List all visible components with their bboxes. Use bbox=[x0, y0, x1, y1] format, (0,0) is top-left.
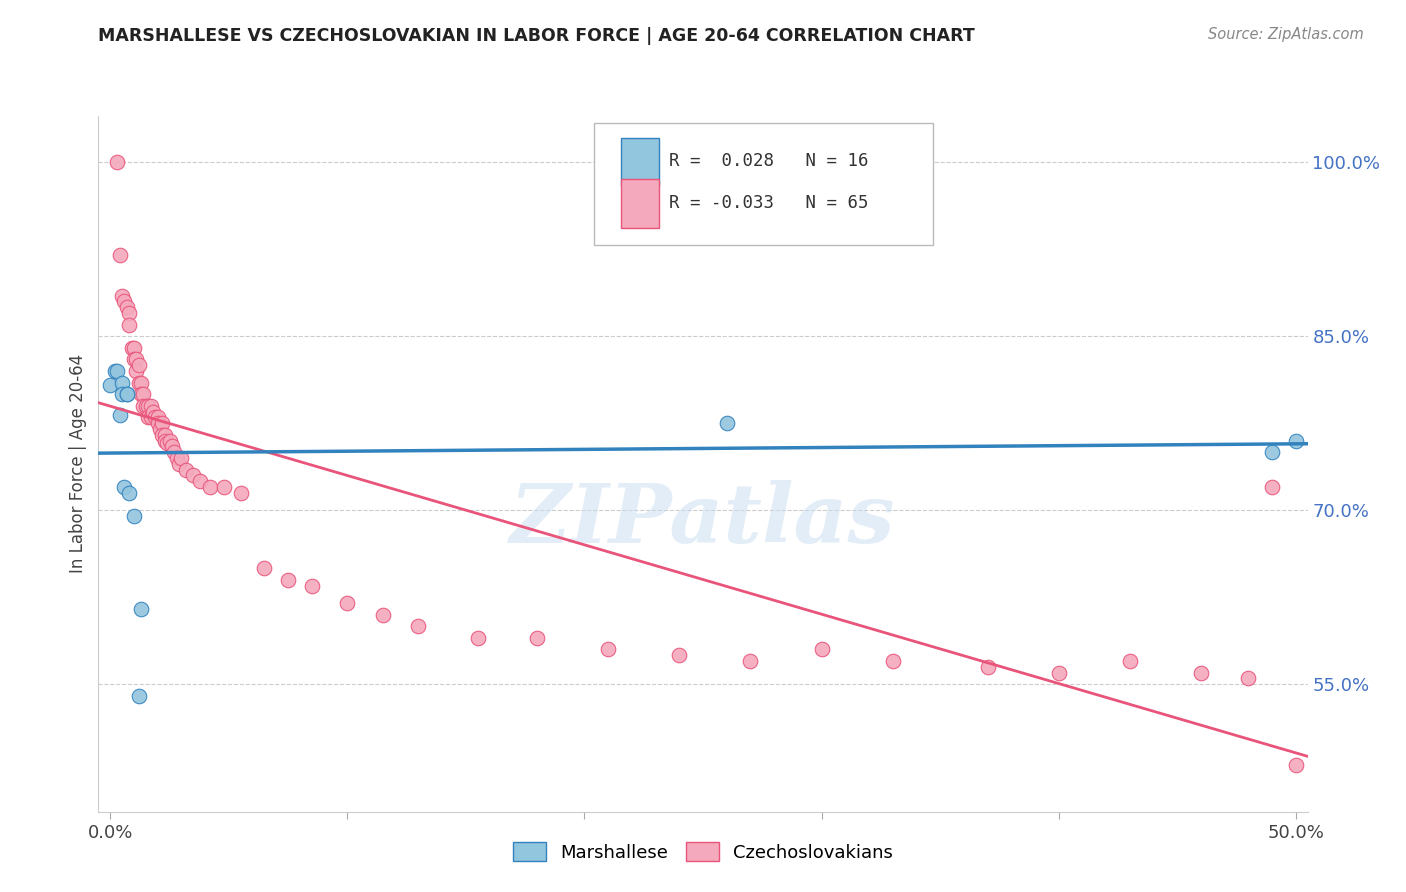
Point bbox=[190, 475, 212, 489]
Text: ZIPatlas: ZIPatlas bbox=[510, 480, 896, 559]
Point bbox=[153, 434, 176, 448]
Point bbox=[143, 410, 166, 425]
Point bbox=[170, 451, 193, 466]
Point bbox=[301, 578, 323, 592]
Point bbox=[1189, 665, 1212, 680]
Point bbox=[115, 387, 138, 401]
Point bbox=[1285, 758, 1308, 772]
FancyBboxPatch shape bbox=[595, 123, 932, 244]
Text: R = -0.033   N = 65: R = -0.033 N = 65 bbox=[669, 194, 869, 212]
Point bbox=[139, 410, 162, 425]
Point bbox=[125, 352, 148, 367]
Point bbox=[128, 689, 150, 703]
Point bbox=[136, 399, 159, 413]
Point bbox=[181, 468, 204, 483]
Point bbox=[810, 642, 832, 657]
Point bbox=[408, 619, 430, 633]
Point bbox=[105, 155, 128, 169]
Point bbox=[146, 416, 169, 431]
Point bbox=[371, 607, 394, 622]
Point bbox=[111, 387, 134, 401]
Point bbox=[129, 376, 152, 390]
Point bbox=[132, 387, 155, 401]
Point bbox=[122, 508, 145, 523]
Point bbox=[98, 378, 121, 392]
Point bbox=[118, 318, 141, 332]
Point bbox=[526, 631, 548, 645]
Text: MARSHALLESE VS CZECHOSLOVAKIAN IN LABOR FORCE | AGE 20-64 CORRELATION CHART: MARSHALLESE VS CZECHOSLOVAKIAN IN LABOR … bbox=[98, 27, 976, 45]
Point bbox=[122, 352, 145, 367]
Point bbox=[114, 294, 136, 309]
Point bbox=[108, 248, 131, 262]
Point bbox=[1261, 480, 1284, 494]
FancyBboxPatch shape bbox=[621, 137, 659, 186]
Point bbox=[163, 445, 186, 459]
Point bbox=[1047, 665, 1070, 680]
Point bbox=[122, 341, 145, 355]
Point bbox=[882, 654, 904, 668]
Point bbox=[174, 462, 197, 476]
Point bbox=[467, 631, 489, 645]
Point bbox=[128, 359, 150, 373]
Point bbox=[156, 436, 179, 450]
Point bbox=[160, 440, 183, 454]
Point bbox=[152, 416, 174, 431]
Legend: Marshallese, Czechoslovakians: Marshallese, Czechoslovakians bbox=[506, 835, 900, 869]
Point bbox=[198, 480, 221, 494]
Point bbox=[149, 422, 172, 436]
Point bbox=[740, 654, 762, 668]
Point bbox=[598, 642, 620, 657]
Point bbox=[128, 376, 150, 390]
Point bbox=[212, 480, 235, 494]
Point bbox=[118, 306, 141, 320]
Text: R =  0.028   N = 16: R = 0.028 N = 16 bbox=[669, 153, 869, 170]
Y-axis label: In Labor Force | Age 20-64: In Labor Force | Age 20-64 bbox=[69, 354, 87, 574]
Point bbox=[716, 416, 738, 431]
Point bbox=[114, 480, 136, 494]
FancyBboxPatch shape bbox=[621, 179, 659, 228]
Point bbox=[976, 660, 998, 674]
Text: Source: ZipAtlas.com: Source: ZipAtlas.com bbox=[1208, 27, 1364, 42]
Point bbox=[1261, 445, 1284, 459]
Point bbox=[139, 399, 162, 413]
Point bbox=[105, 364, 128, 378]
Point bbox=[253, 561, 276, 575]
Point bbox=[146, 410, 169, 425]
Point bbox=[108, 408, 131, 422]
Point bbox=[229, 485, 252, 500]
Point bbox=[1285, 434, 1308, 448]
Point bbox=[336, 596, 359, 610]
Point bbox=[111, 376, 134, 390]
Point bbox=[129, 387, 152, 401]
Point bbox=[115, 301, 138, 315]
Point bbox=[142, 405, 165, 419]
Point bbox=[129, 602, 152, 616]
Point bbox=[125, 364, 148, 378]
Point bbox=[1119, 654, 1142, 668]
Point bbox=[277, 573, 299, 587]
Point bbox=[111, 289, 134, 303]
Point bbox=[1237, 671, 1260, 685]
Point bbox=[115, 387, 138, 401]
Point bbox=[121, 341, 143, 355]
Point bbox=[132, 399, 155, 413]
Point bbox=[167, 457, 190, 471]
Point bbox=[166, 451, 188, 466]
Point bbox=[135, 399, 157, 413]
Point bbox=[152, 428, 174, 442]
Point bbox=[136, 410, 159, 425]
Point bbox=[104, 364, 127, 378]
Point bbox=[159, 434, 181, 448]
Point bbox=[668, 648, 690, 663]
Point bbox=[118, 485, 141, 500]
Point bbox=[153, 428, 176, 442]
